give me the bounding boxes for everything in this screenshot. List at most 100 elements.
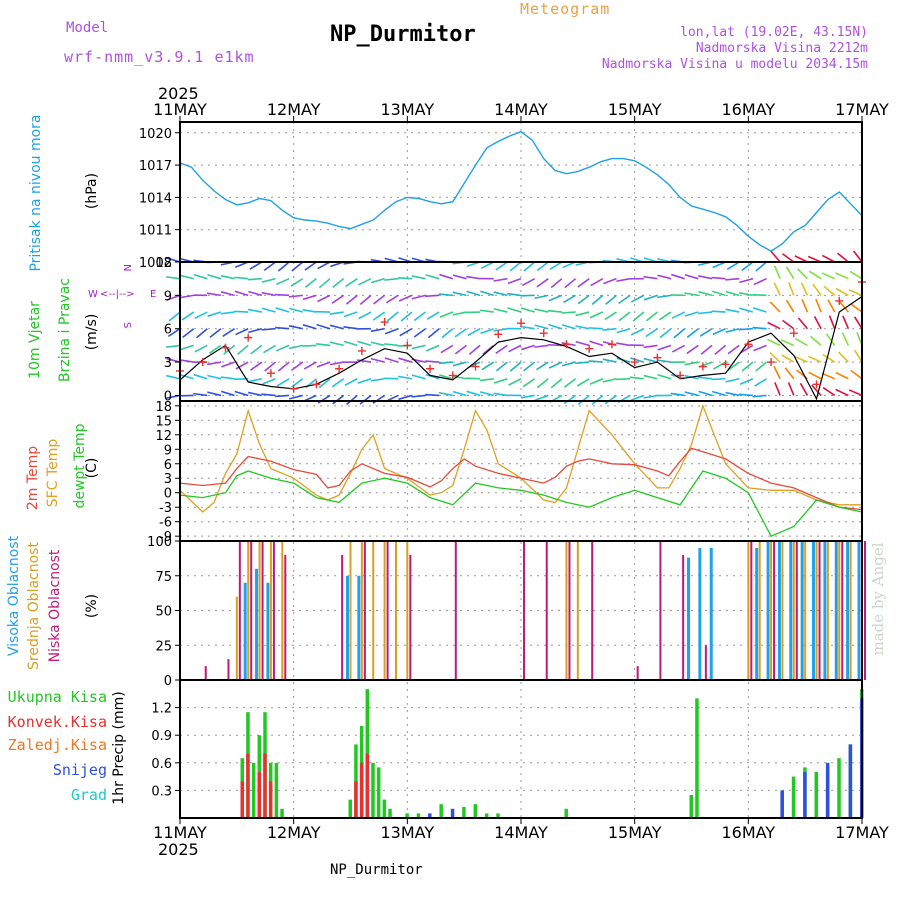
wind-gust-mark: [721, 360, 730, 369]
wind-arrow: [425, 274, 440, 280]
wind-arrow: [250, 344, 263, 355]
wind-arrow: [835, 388, 849, 397]
wind-arrow: [493, 307, 508, 313]
wind-arrow: [686, 328, 699, 338]
wind-arrow: [207, 273, 222, 280]
wind-compass: W E <--|--> N S: [88, 264, 156, 328]
wind-arrow: [495, 261, 508, 271]
wind-arrow: [618, 311, 631, 322]
wind-gust-mark: [221, 343, 230, 352]
wind-arrow: [811, 384, 822, 396]
wind-arrow: [370, 357, 385, 363]
product-title: Meteogram: [520, 0, 611, 18]
wind-arrow: [384, 277, 399, 281]
wind-arrow: [452, 291, 467, 297]
wind-arrow: [372, 394, 386, 404]
wind-arrow: [808, 270, 822, 280]
wind-arrow: [645, 328, 658, 338]
wind-arrow: [329, 324, 344, 330]
wind-arrow: [493, 327, 508, 332]
wind-arrow: [822, 386, 836, 397]
wind-arrow: [220, 390, 235, 397]
wind-arrow: [275, 344, 290, 352]
date-label-bottom: 14MAY: [494, 823, 548, 842]
wind-arrow: [588, 327, 603, 330]
y-tick-label: 1020: [139, 127, 172, 142]
wind-arrow: [277, 361, 290, 372]
wind-arrow: [739, 277, 754, 284]
wind-arrow: [547, 309, 562, 313]
wind-arrow: [247, 391, 263, 397]
wind-arrow: [698, 290, 713, 297]
wind-arrow: [329, 361, 344, 366]
wind-arrow: [452, 375, 467, 380]
wind-arrow: [725, 308, 740, 313]
wind-arrow: [828, 315, 836, 330]
precip-bar: [365, 753, 370, 818]
wind-arrow: [523, 261, 536, 272]
wind-arrow: [207, 311, 222, 317]
wind-arrow: [604, 311, 617, 321]
wind-arrow: [400, 311, 413, 322]
y-tick-label: 12: [155, 256, 172, 271]
wind-arrow: [397, 375, 413, 380]
wind-arrow: [302, 324, 317, 330]
wind-arrow: [438, 293, 453, 297]
wind-arrow: [684, 361, 699, 366]
wind-arrow: [534, 308, 549, 313]
wind-arrow: [711, 276, 726, 280]
wind-arrow: [194, 344, 208, 353]
wind-arrow: [755, 361, 768, 372]
wind-gust-mark: [494, 330, 503, 339]
precip-bar: [462, 806, 466, 818]
wind-arrow: [384, 357, 399, 363]
wind-arrow: [425, 373, 440, 380]
wind-arrow: [357, 378, 372, 384]
wind-arrow: [480, 327, 494, 335]
wind-arrow: [427, 328, 440, 339]
wind-arrow: [332, 394, 345, 405]
wind-arrow: [179, 374, 194, 380]
wind-gust-mark: [835, 296, 844, 305]
wind-arrow: [250, 361, 263, 371]
wind-arrow: [370, 341, 385, 347]
wind-arrow: [167, 328, 181, 338]
wind-arrow: [561, 361, 576, 367]
wind-arrow: [193, 392, 208, 397]
wind-arrow: [794, 337, 808, 347]
date-label-top: 12MAY: [267, 100, 321, 119]
wind-arrow: [754, 378, 767, 387]
wind-gust-mark: [448, 371, 457, 380]
wind-gust-mark: [266, 369, 275, 378]
wind-arrow: [631, 294, 645, 303]
wind-arrow: [263, 261, 276, 272]
wind-arrow: [386, 311, 399, 322]
wind-arrow: [247, 308, 262, 313]
wind-arrow: [616, 277, 631, 283]
wind-arrow: [289, 307, 303, 313]
y-tick-label: 3: [164, 472, 172, 487]
wind-arrow: [196, 328, 208, 339]
wind-arrow: [346, 394, 358, 406]
compass-arrows-h: <--|-->: [100, 289, 135, 300]
wind-arrow: [261, 277, 276, 283]
wind-arrow: [316, 361, 331, 368]
wind-arrow: [166, 276, 181, 280]
wind-arrow: [577, 294, 590, 305]
wind-arrow: [849, 270, 863, 280]
wind-arrow: [523, 361, 536, 372]
wind-arrow: [800, 282, 809, 296]
wind-arrow: [782, 319, 795, 330]
wind-arrow: [331, 294, 345, 304]
wind-arrow: [441, 328, 454, 339]
wind-arrow: [452, 361, 467, 367]
sfc-temp-line: [179, 403, 862, 513]
wind-arrow: [577, 278, 590, 288]
wind-arrow: [657, 294, 672, 299]
wind-arrow: [536, 278, 549, 288]
wind-arrow: [848, 289, 863, 297]
wind-arrow: [698, 275, 713, 280]
wind-arrow: [536, 361, 549, 371]
wind-gust-mark: [312, 380, 321, 389]
wind-gust-mark: [562, 340, 571, 349]
